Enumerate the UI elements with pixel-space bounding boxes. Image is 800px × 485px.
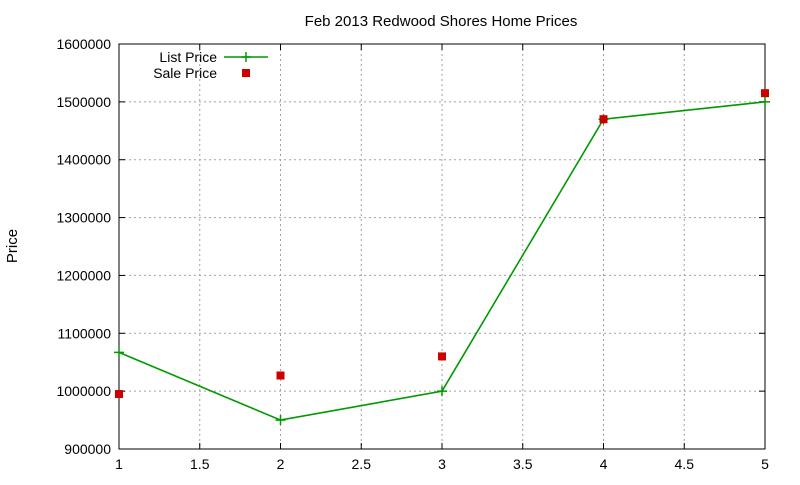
legend-swatch-marker <box>242 69 250 77</box>
x-tick-label: 5 <box>761 456 769 472</box>
x-tick-label: 1 <box>115 456 123 472</box>
sale-price-point <box>115 390 123 399</box>
x-tick-label: 2.5 <box>352 456 372 472</box>
list-price-point <box>437 386 447 397</box>
series-layer <box>114 89 770 426</box>
y-tick-label: 1400000 <box>56 152 111 168</box>
y-tick-label: 900000 <box>64 441 111 457</box>
y-tick-label: 1000000 <box>56 383 111 399</box>
list-price-point <box>760 96 770 107</box>
sale-price-point <box>276 371 285 380</box>
legend-label: List Price <box>159 49 217 65</box>
sale-price-point <box>599 115 608 124</box>
chart-title: Feb 2013 Redwood Shores Home Prices <box>305 13 578 30</box>
list-price-point <box>275 415 286 426</box>
sale-price-point <box>438 352 446 361</box>
legend-label: Sale Price <box>153 65 217 81</box>
y-tick-label: 1200000 <box>56 267 111 283</box>
legend-swatch-marker <box>241 52 251 62</box>
x-tick-label: 4 <box>600 456 608 472</box>
x-tick-label: 3 <box>438 456 446 472</box>
y-axis-label: Price <box>4 229 21 263</box>
axis-ticks: 1 1.5 2 2.5 3 3.5 4 4.5 5 900000 1000000 1100000 120… <box>56 36 769 472</box>
y-tick-label: 1100000 <box>58 325 112 341</box>
x-tick-label: 2 <box>277 456 285 472</box>
y-tick-label: 1600000 <box>56 36 111 52</box>
list-price-series <box>114 96 770 426</box>
y-tick-label: 1300000 <box>56 210 111 226</box>
list-price-point <box>114 347 124 358</box>
x-tick-label: 1.5 <box>190 456 210 472</box>
x-tick-label: 4.5 <box>675 456 695 472</box>
sale-price-point <box>761 89 769 98</box>
x-tick-label: 3.5 <box>513 456 533 472</box>
sale-price-series <box>115 89 769 399</box>
y-tick-label: 1500000 <box>56 94 111 110</box>
